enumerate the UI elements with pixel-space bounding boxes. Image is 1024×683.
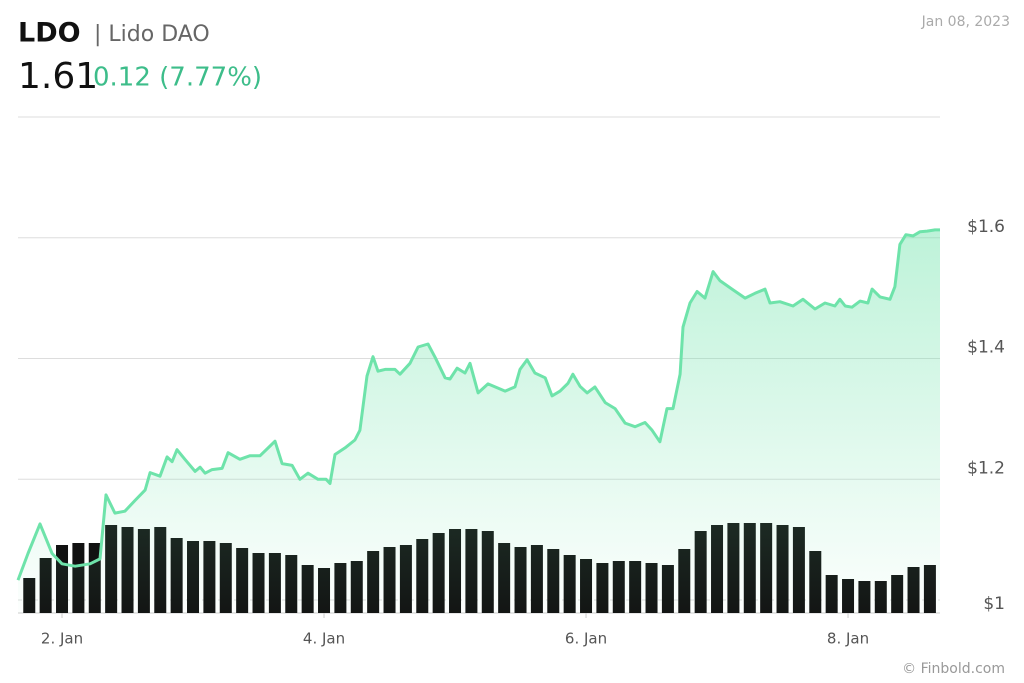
y-tick-label: $1.4 (967, 338, 1005, 358)
y-tick-label: $1.2 (967, 458, 1005, 478)
y-tick-label: $1 (983, 594, 1005, 614)
ticker: LDO (18, 18, 81, 49)
current-price: 1.61 (18, 56, 98, 97)
date: Jan 08, 2023 (921, 14, 1010, 30)
price-line (16, 228, 940, 581)
x-tick-label: 8. Jan (827, 630, 869, 648)
x-tick-label: 2. Jan (41, 630, 83, 648)
source: © Finbold.com (902, 661, 1005, 677)
asset-name: | Lido DAO (94, 22, 210, 47)
price-change: 0.12 (7.77%) (93, 63, 262, 93)
price-area (18, 229, 940, 613)
x-tick-label: 6. Jan (565, 630, 607, 648)
x-tick-label: 4. Jan (303, 630, 345, 648)
y-tick-label: $1.6 (967, 217, 1005, 237)
